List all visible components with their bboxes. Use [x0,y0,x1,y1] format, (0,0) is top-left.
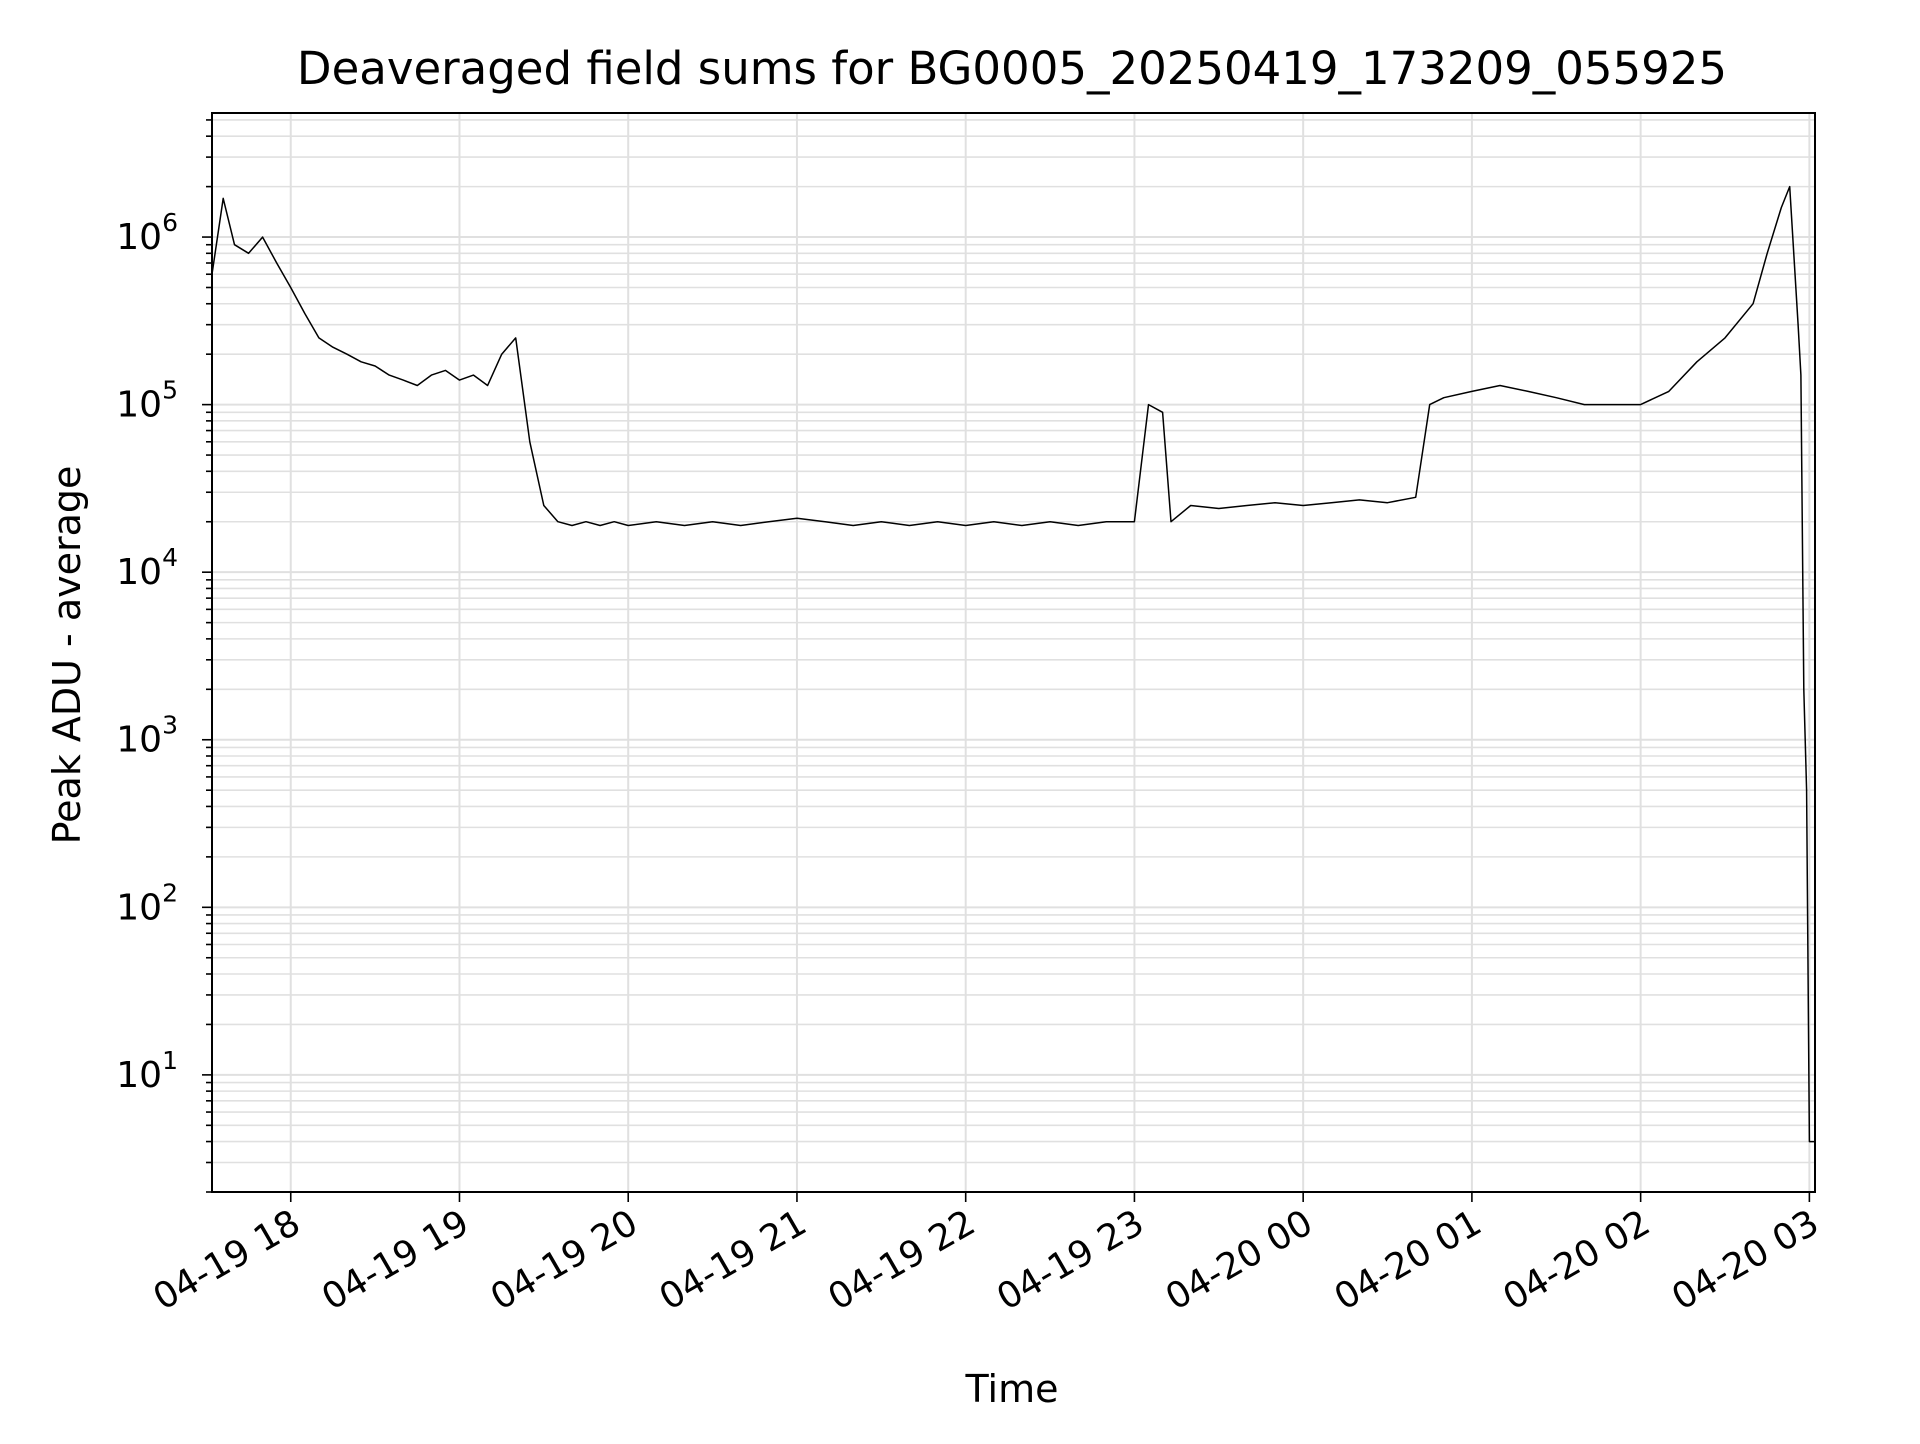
series-line [211,185,1815,1143]
plot-frame [211,112,1816,1193]
y-tick-label: 103 [116,711,178,761]
x-tick-label: 04-19 19 [315,1202,476,1318]
y-tick-label: 102 [116,878,178,928]
x-tick-label: 04-19 18 [147,1202,308,1318]
x-tick-label: 04-19 21 [653,1202,814,1318]
grid-layer [212,113,1815,1193]
data-layer [211,185,1815,1143]
x-tick-label: 04-19 20 [484,1202,645,1318]
y-tick-label: 104 [116,543,178,593]
y-tick-label: 105 [116,376,178,426]
y-tick-label: 101 [116,1046,178,1096]
x-tick-label: 04-20 02 [1496,1202,1657,1318]
y-tick-label: 106 [116,208,178,258]
x-tick-label: 04-19 23 [990,1202,1151,1318]
chart-title: Deaveraged field sums for BG0005_2025041… [297,42,1727,95]
x-tick-label: 04-20 03 [1665,1202,1826,1318]
x-tick-label: 04-20 00 [1159,1202,1320,1318]
y-axis-label: Peak ADU - average [45,466,89,845]
x-axis-label: Time [965,1367,1059,1411]
x-tick-label: 04-19 22 [822,1202,983,1318]
x-tick-label: 04-20 01 [1328,1202,1489,1318]
